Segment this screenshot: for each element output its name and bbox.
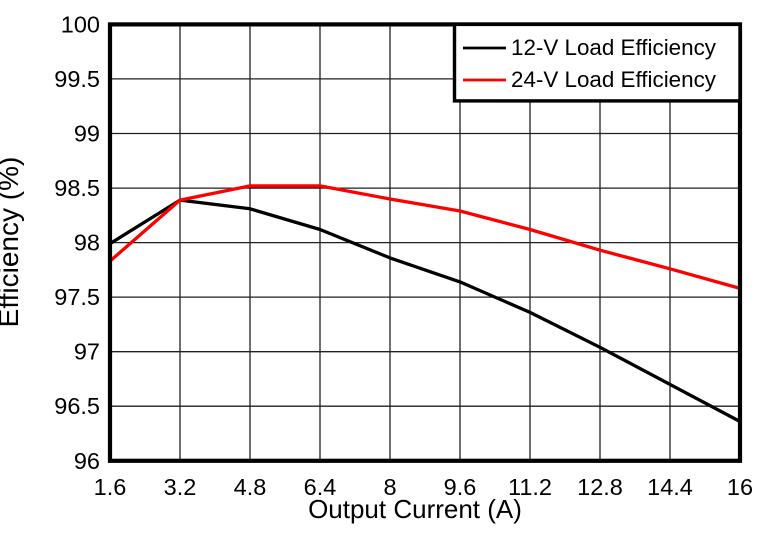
- svg-text:98: 98: [74, 230, 100, 256]
- svg-text:16: 16: [727, 474, 753, 500]
- svg-text:Output Current (A): Output Current (A): [308, 494, 522, 524]
- svg-text:Efficiency (%): Efficiency (%): [0, 157, 24, 328]
- svg-text:99: 99: [74, 121, 100, 147]
- svg-text:12-V Load Efficiency: 12-V Load Efficiency: [511, 35, 717, 60]
- svg-text:1.6: 1.6: [94, 474, 127, 500]
- svg-text:24-V Load Efficiency: 24-V Load Efficiency: [511, 67, 717, 92]
- svg-text:97: 97: [74, 339, 100, 365]
- svg-text:14.4: 14.4: [647, 474, 693, 500]
- svg-text:98.5: 98.5: [54, 175, 100, 201]
- svg-text:99.5: 99.5: [54, 66, 100, 92]
- svg-text:12.8: 12.8: [577, 474, 623, 500]
- svg-text:3.2: 3.2: [164, 474, 197, 500]
- svg-text:96: 96: [74, 448, 100, 474]
- svg-text:100: 100: [61, 12, 100, 38]
- svg-text:96.5: 96.5: [54, 393, 100, 419]
- svg-text:97.5: 97.5: [54, 284, 100, 310]
- svg-text:4.8: 4.8: [234, 474, 267, 500]
